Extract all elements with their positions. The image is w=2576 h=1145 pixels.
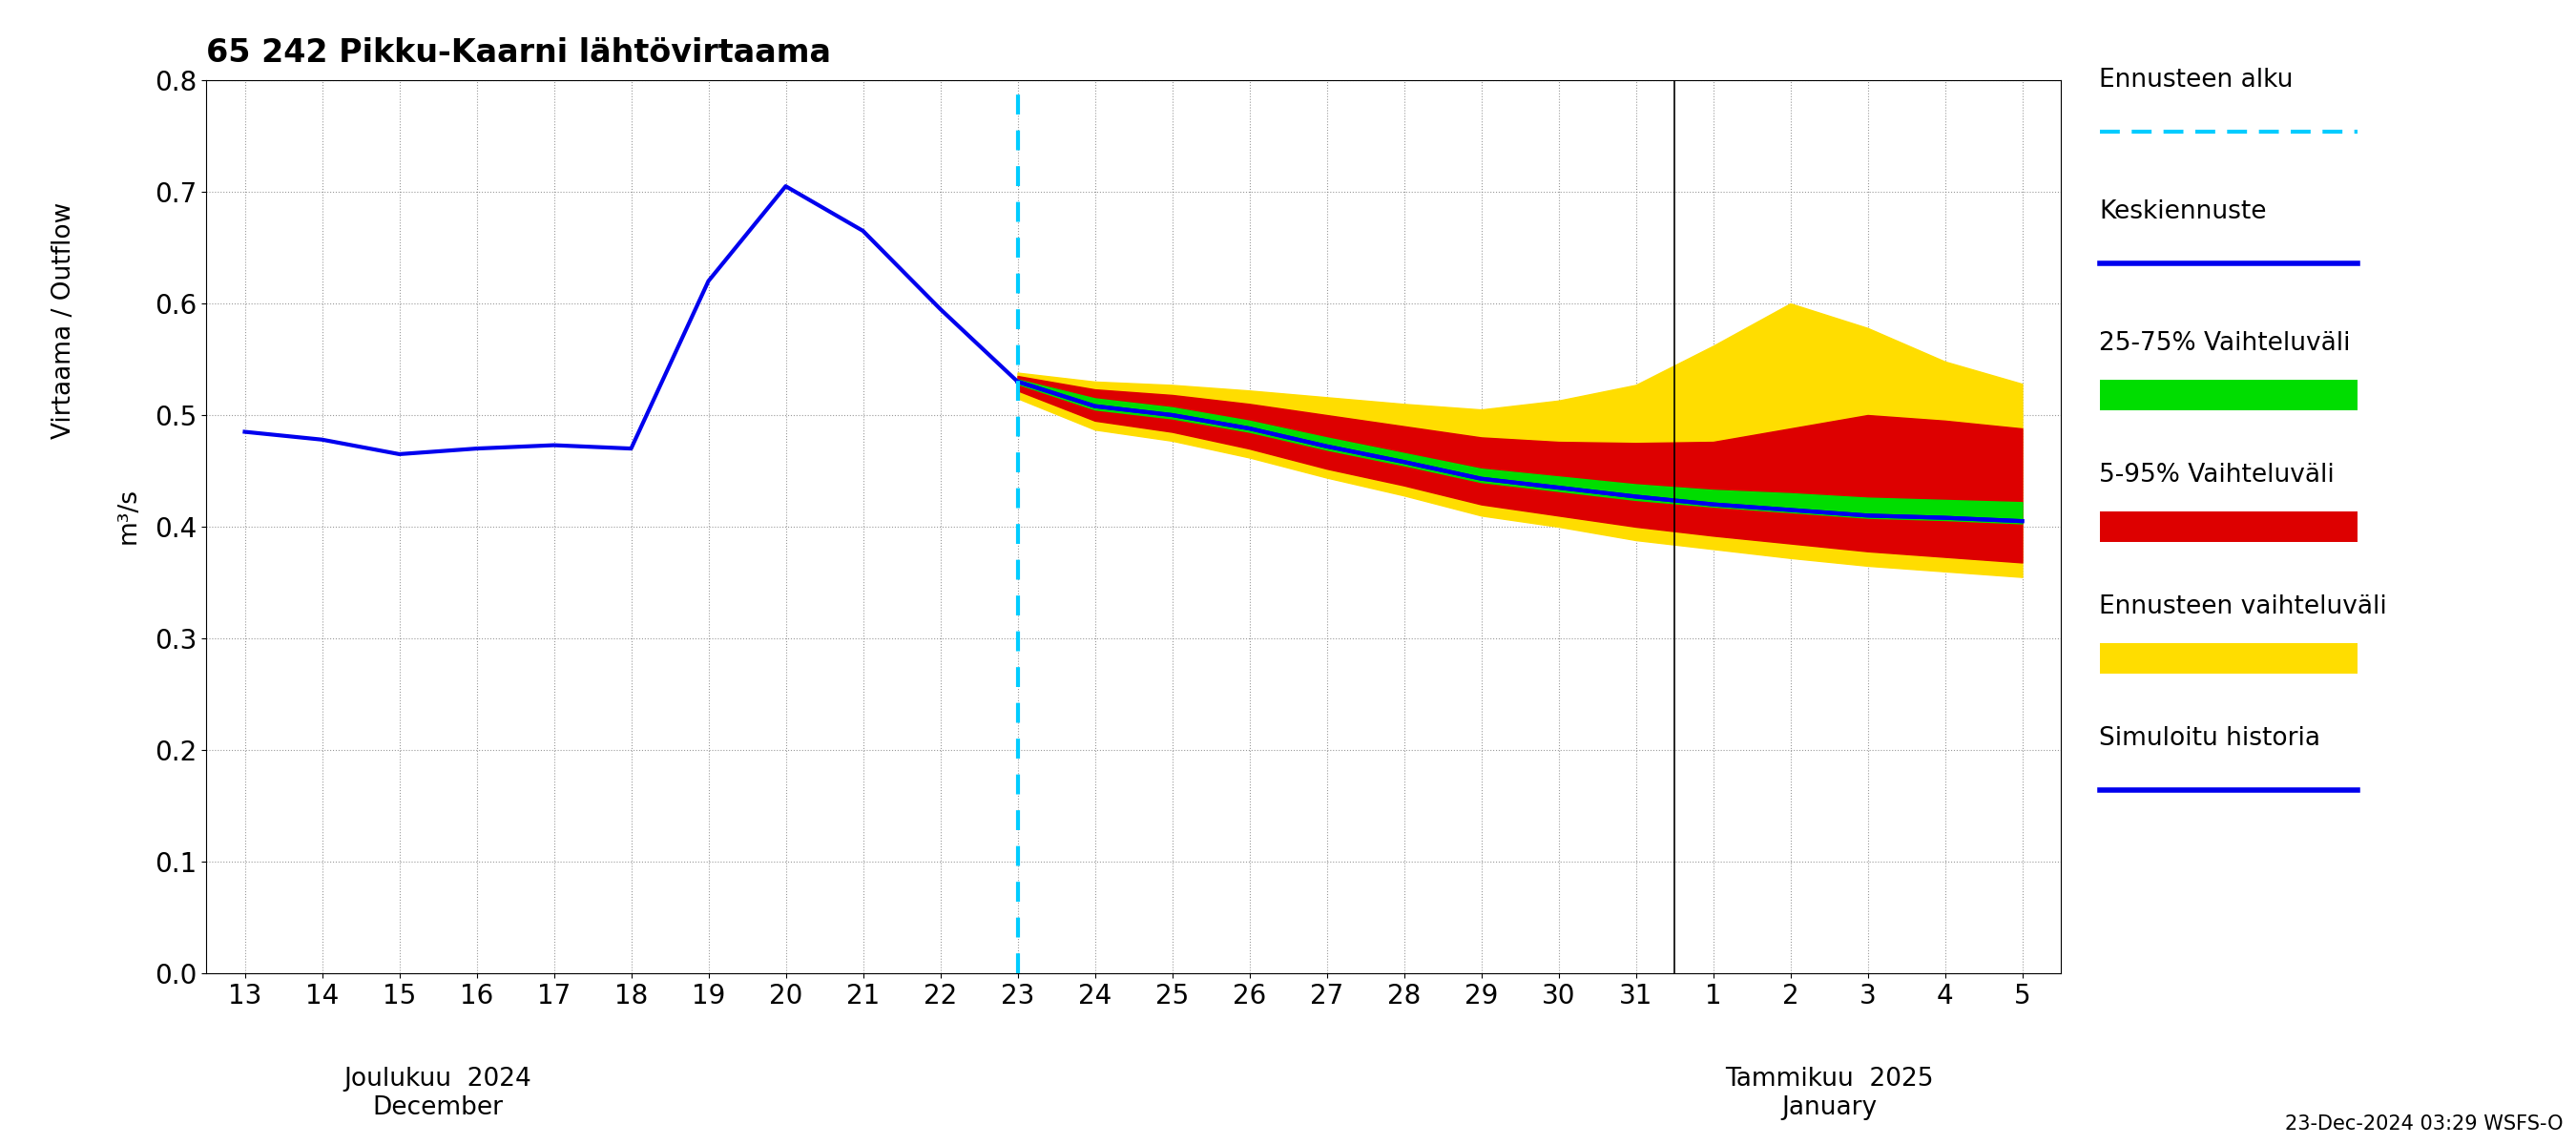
Text: m³/s: m³/s [116, 487, 142, 544]
Text: 23-Dec-2024 03:29 WSFS-O: 23-Dec-2024 03:29 WSFS-O [2285, 1114, 2563, 1134]
Text: 65 242 Pikku-Kaarni lähtövirtaama: 65 242 Pikku-Kaarni lähtövirtaama [206, 37, 832, 69]
Text: Simuloitu historia: Simuloitu historia [2099, 726, 2321, 751]
Text: 25-75% Vaihteluväli: 25-75% Vaihteluväli [2099, 331, 2352, 356]
Text: Virtaama / Outflow: Virtaama / Outflow [52, 203, 77, 439]
Text: Ennusteen alku: Ennusteen alku [2099, 68, 2293, 93]
Text: Keskiennuste: Keskiennuste [2099, 199, 2267, 224]
Text: Joulukuu  2024
December: Joulukuu 2024 December [345, 1067, 531, 1121]
Text: 5-95% Vaihteluväli: 5-95% Vaihteluväli [2099, 463, 2334, 488]
Text: Tammikuu  2025
January: Tammikuu 2025 January [1726, 1067, 1932, 1121]
Text: Ennusteen vaihteluväli: Ennusteen vaihteluväli [2099, 594, 2388, 619]
